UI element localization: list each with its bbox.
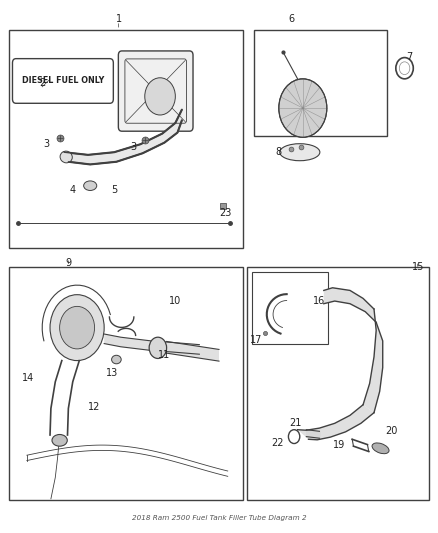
Ellipse shape	[112, 356, 121, 364]
Text: 10: 10	[169, 296, 181, 306]
Text: 5: 5	[111, 185, 117, 196]
Circle shape	[149, 337, 166, 359]
Text: 7: 7	[406, 52, 412, 61]
Text: 3: 3	[43, 139, 49, 149]
Text: 11: 11	[158, 350, 170, 360]
Polygon shape	[64, 110, 182, 165]
Text: 22: 22	[272, 438, 284, 448]
Text: 8: 8	[275, 147, 281, 157]
Bar	[247, 266, 428, 500]
Text: 20: 20	[385, 426, 398, 437]
Text: 15: 15	[411, 262, 424, 271]
Text: DIESEL FUEL ONLY: DIESEL FUEL ONLY	[22, 76, 104, 85]
Ellipse shape	[84, 181, 97, 190]
Ellipse shape	[280, 144, 320, 161]
Ellipse shape	[52, 434, 67, 446]
Text: 19: 19	[333, 440, 345, 450]
Text: 1: 1	[116, 14, 122, 25]
Ellipse shape	[60, 151, 72, 163]
Text: 21: 21	[289, 418, 302, 429]
Text: 4: 4	[70, 185, 76, 196]
Circle shape	[50, 295, 104, 361]
FancyBboxPatch shape	[12, 59, 113, 103]
Bar	[10, 266, 243, 500]
Polygon shape	[104, 334, 199, 354]
Text: 12: 12	[88, 402, 101, 413]
Text: 17: 17	[250, 335, 262, 345]
Bar	[10, 30, 243, 248]
Polygon shape	[297, 405, 374, 440]
Bar	[252, 272, 328, 344]
Polygon shape	[166, 342, 219, 361]
Circle shape	[145, 78, 175, 115]
Text: 14: 14	[22, 373, 34, 383]
Text: 2: 2	[39, 78, 45, 88]
Circle shape	[279, 79, 327, 138]
Polygon shape	[363, 309, 383, 413]
Text: 6: 6	[288, 14, 294, 25]
Text: 13: 13	[106, 368, 118, 378]
Text: 2018 Ram 2500 Fuel Tank Filler Tube Diagram 2: 2018 Ram 2500 Fuel Tank Filler Tube Diag…	[132, 514, 306, 521]
FancyBboxPatch shape	[118, 51, 193, 131]
Text: 23: 23	[219, 208, 232, 219]
Polygon shape	[324, 288, 376, 322]
Ellipse shape	[372, 443, 389, 454]
Circle shape	[60, 306, 95, 349]
Text: 9: 9	[65, 259, 71, 268]
Text: 16: 16	[313, 296, 325, 306]
Text: 3: 3	[131, 142, 137, 152]
Bar	[254, 30, 387, 136]
